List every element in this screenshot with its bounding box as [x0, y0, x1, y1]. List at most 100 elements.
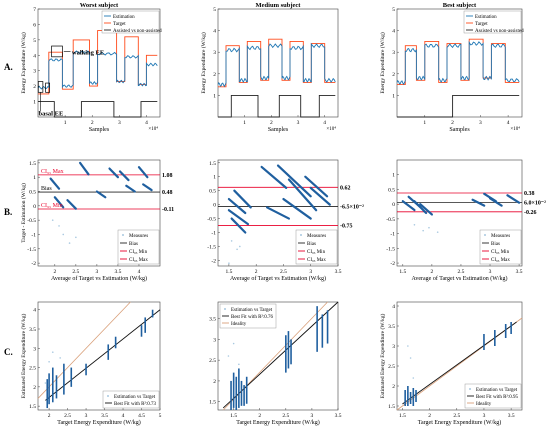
x-axis-label: Target Energy Expenditure (W/kg) — [418, 419, 502, 426]
legend-box — [295, 229, 338, 265]
bias-value: 0.48 — [162, 190, 173, 196]
y-tick-label: 3.5 — [209, 317, 216, 323]
panel-A-2: 1 2 3 4 1 2 3 4 5 ×10⁴ Best subject Samples Energy E… — [379, 2, 524, 133]
y-tick-label: 4 — [213, 29, 216, 35]
y-axis-label: Estimated Energy Expenditure (W/kg) — [20, 314, 27, 399]
x-tick-label: 3.5 — [335, 269, 342, 275]
ci-max-inline-label: CI₉₅ Max — [41, 169, 64, 175]
measure-point — [428, 226, 430, 229]
measure-cluster — [142, 183, 153, 192]
estimation-vs-target-point — [51, 351, 54, 353]
x-tick-label: 2.5 — [282, 413, 289, 419]
legend-entry: Measures — [307, 234, 326, 239]
measure-cluster — [137, 166, 149, 179]
x-tick-label: 2.5 — [453, 413, 460, 419]
x-tick-label: 4 — [323, 120, 326, 126]
bias-value: 6.0×10⁻² — [524, 200, 546, 206]
legend-entry: CI₉₅ Max — [307, 258, 326, 263]
legend-entry: Best Fit with R²:0.95 — [476, 394, 519, 400]
y-tick-label: 2.5 — [209, 358, 216, 364]
legend-box — [219, 303, 277, 329]
chart-title: Worst subject — [80, 2, 119, 9]
y-tick-label: 3 — [392, 344, 395, 350]
x-tick-label: 3 — [479, 120, 482, 126]
y-tick-label: 1 — [213, 175, 216, 181]
x-tick-label: 1 — [64, 120, 67, 126]
x-tick-label: 2 — [255, 269, 258, 275]
y-tick-label: 7 — [33, 7, 36, 13]
y-tick-label: 0.5 — [209, 189, 216, 195]
x-tick-label: 4 — [122, 413, 125, 419]
measure-cluster — [276, 164, 312, 198]
x-tick-label: 4 — [138, 269, 141, 275]
ci-min-value: -0.26 — [524, 210, 537, 216]
legend-entry: Target — [475, 22, 488, 27]
x-tick-label: 3 — [96, 269, 99, 275]
measure-cluster — [488, 197, 503, 207]
legend-entry: CI₉₅ Min — [491, 250, 510, 255]
legend-swatch — [484, 234, 486, 236]
measure-cluster — [413, 200, 428, 215]
measure-cluster — [506, 194, 521, 204]
y-tick-label: -2 — [211, 258, 216, 264]
y-tick-label: 2.5 — [29, 366, 36, 372]
measure-cluster — [282, 197, 312, 220]
bias-inline-label: Bias — [41, 186, 52, 192]
measure-cluster — [118, 170, 130, 182]
measure-cluster — [309, 186, 331, 206]
y-tick-label: 2 — [213, 379, 216, 385]
y-tick-label: 2.5 — [388, 364, 395, 370]
estimation-vs-target-point — [412, 377, 415, 379]
basal-ee-label: basal EE — [39, 111, 64, 118]
y-tick-label: -1.5 — [207, 244, 216, 250]
estimation-vs-target-point — [407, 345, 409, 347]
ci-min-inline-label: CI₉₅ Min — [41, 203, 63, 209]
legend-entry: CI₉₅ Max — [491, 258, 510, 263]
x-axis-label: Average of Target vs Estimation (W/kg) — [51, 275, 147, 282]
legend-box — [463, 10, 522, 34]
x-tick-label: 4 — [145, 120, 148, 126]
row-label: B. — [4, 207, 12, 217]
measure-cluster — [265, 206, 291, 220]
measure-point — [51, 219, 54, 221]
legend-swatch — [469, 388, 471, 390]
chart-title: Medium subject — [256, 2, 302, 9]
series-estimation-line — [37, 50, 158, 90]
legend-swatch — [300, 234, 302, 236]
x-tick-label: 3.5 — [335, 413, 342, 419]
x-tick-label: 1.5 — [399, 269, 406, 275]
legend-box — [101, 10, 160, 34]
estimation-vs-target-point — [59, 357, 61, 359]
y-tick-label: 0 — [213, 203, 216, 209]
x-tick-label: 1 — [243, 120, 246, 126]
x-tick-label: 2 — [431, 269, 434, 275]
y-tick-label: -2 — [31, 261, 36, 267]
y-tick-label: -1 — [31, 232, 36, 238]
y-tick-label: 1.5 — [29, 161, 36, 167]
legend-entry: Estimation — [113, 15, 135, 20]
legend-box — [102, 390, 160, 409]
measure-cluster — [401, 200, 416, 212]
y-tick-label: 5 — [213, 7, 216, 13]
panel-C-1: 1.5 2 2.5 3 3.5 1.5 2 2.5 3 3.5 Target Energy Expe… — [209, 301, 342, 426]
measure-cluster — [49, 177, 61, 190]
measure-point — [228, 262, 230, 265]
measure-cluster — [471, 198, 486, 207]
x-exponent: ×10⁴ — [148, 126, 158, 132]
y-tick-label: 3 — [213, 50, 216, 56]
y-tick-label: 6 — [33, 22, 36, 28]
x-tick-label: 2 — [258, 413, 261, 419]
series-assisted-line — [218, 94, 336, 118]
x-tick-label: 2 — [451, 120, 454, 126]
measure-point — [236, 248, 238, 251]
measure-cluster — [304, 175, 329, 198]
y-tick-label: -1.5 — [27, 247, 36, 253]
y-axis-label: Estimated Energy Expenditure (W/kg) — [379, 314, 386, 399]
axes-box — [37, 159, 161, 267]
measure-cluster — [95, 190, 107, 199]
y-tick-label: 1.5 — [209, 400, 216, 406]
x-tick-label: 5 — [159, 413, 162, 419]
measure-cluster — [227, 197, 247, 215]
